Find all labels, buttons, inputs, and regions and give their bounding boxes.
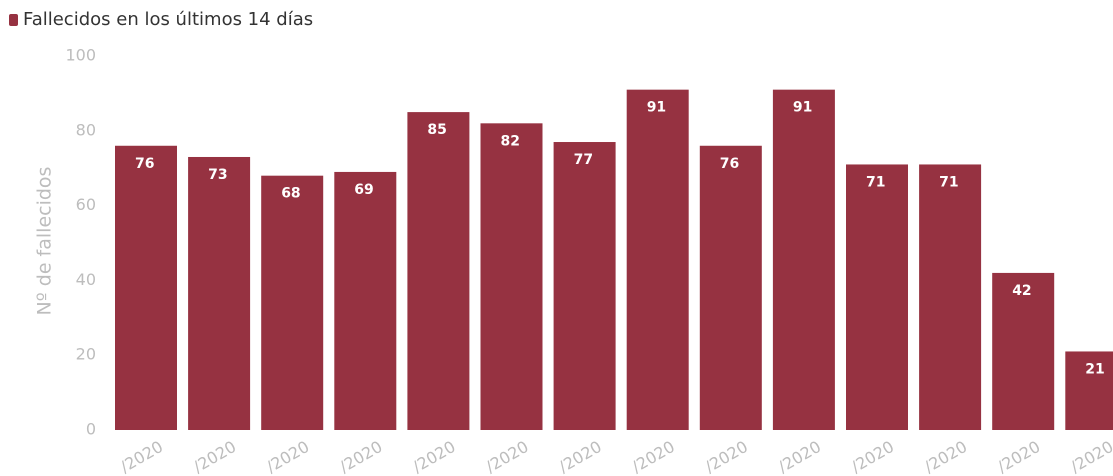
bar-value-label: 21	[1085, 361, 1104, 377]
bar	[772, 89, 835, 430]
y-tick-label: 20	[76, 345, 96, 364]
x-axis-ticks: /2020/2020/2020/2020/2020/2020/2020/2020…	[117, 437, 1113, 476]
bar-value-label: 76	[135, 156, 154, 172]
x-tick-label: /2020	[263, 437, 312, 476]
x-tick-label: /2020	[482, 437, 531, 476]
y-tick-label: 0	[86, 420, 96, 439]
bar-value-label: 91	[793, 100, 812, 116]
bar-value-label: 85	[427, 122, 446, 138]
x-tick-label: /2020	[190, 437, 239, 476]
legend-swatch	[9, 13, 18, 26]
y-axis-title: Nº de fallecidos	[34, 167, 56, 316]
legend-label: Fallecidos en los últimos 14 días	[23, 9, 314, 30]
bar-value-label: 76	[720, 156, 739, 172]
y-tick-label: 40	[76, 270, 96, 289]
bar-value-label: 71	[866, 174, 885, 190]
x-tick-label: /2020	[775, 437, 824, 476]
bar-value-label: 71	[939, 174, 958, 190]
bar	[480, 123, 543, 430]
x-tick-label: /2020	[921, 437, 970, 476]
bar	[407, 112, 470, 430]
x-tick-label: /2020	[702, 437, 751, 476]
x-tick-label: /2020	[117, 437, 166, 476]
bar	[1065, 351, 1113, 430]
x-tick-label: /2020	[629, 437, 678, 476]
y-axis-ticks: 0 20 40 60 80 100	[65, 46, 96, 439]
x-tick-label: /2020	[555, 437, 604, 476]
x-tick-label: /2020	[336, 437, 385, 476]
bar	[334, 171, 397, 430]
x-tick-label: /2020	[994, 437, 1043, 476]
bar	[115, 145, 177, 430]
bar	[992, 272, 1055, 430]
legend: Fallecidos en los últimos 14 días	[9, 9, 313, 30]
x-tick-label: /2020	[1067, 437, 1113, 476]
x-tick-label: /2020	[409, 437, 458, 476]
bar-value-label: 91	[647, 100, 666, 116]
bar	[188, 156, 251, 431]
bar-value-label: 82	[501, 133, 520, 149]
data-labels: 76 73 68 69 85 82 77 91 76 91 71 71 42 21	[135, 100, 1105, 378]
bars	[115, 89, 1113, 431]
bar-value-label: 77	[574, 152, 593, 168]
bar-value-label: 69	[354, 182, 373, 198]
y-tick-label: 80	[76, 120, 96, 139]
y-tick-label: 100	[65, 46, 96, 65]
bar	[626, 89, 689, 430]
bar	[261, 175, 324, 430]
bar	[553, 142, 616, 430]
x-tick-label: /2020	[848, 437, 897, 476]
bar-value-label: 68	[281, 186, 300, 202]
y-tick-label: 60	[76, 195, 96, 214]
bar-value-label: 42	[1012, 283, 1031, 299]
bar	[846, 164, 908, 430]
bar	[919, 164, 982, 430]
bar-value-label: 73	[208, 167, 227, 183]
bar	[699, 145, 762, 430]
